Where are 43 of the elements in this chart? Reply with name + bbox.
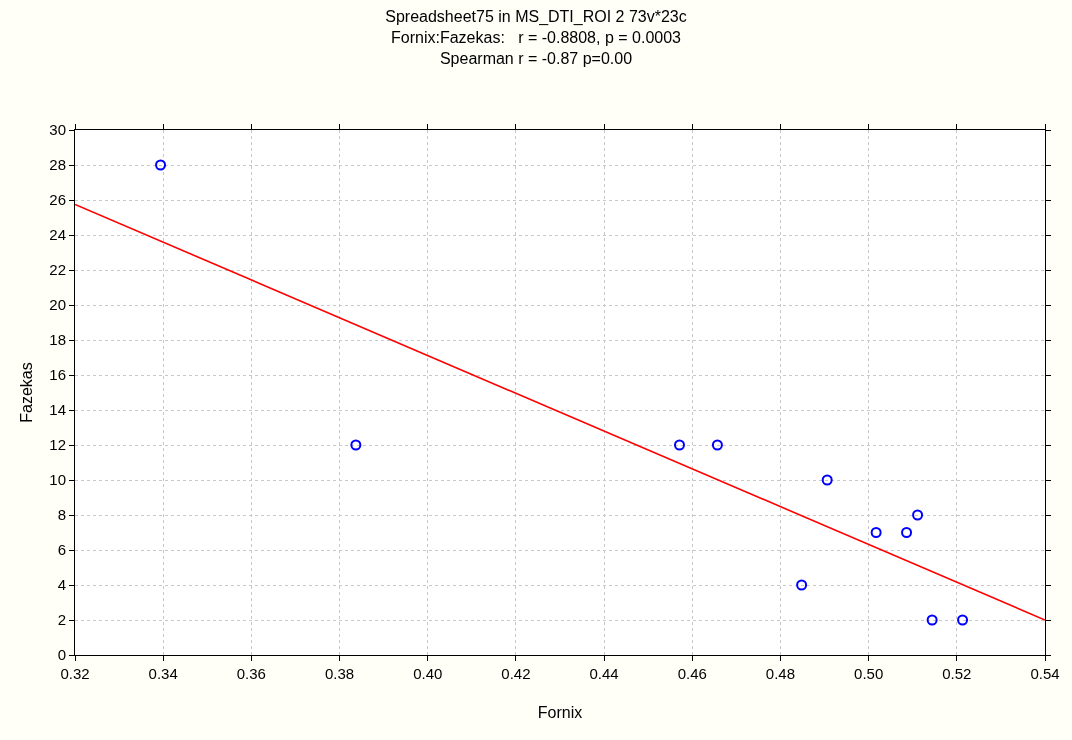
y-tick-label: 16 xyxy=(49,366,66,384)
y-tick-label: 20 xyxy=(49,296,66,314)
point xyxy=(155,159,167,171)
point xyxy=(870,527,882,538)
y-tick-label: 2 xyxy=(57,611,66,629)
x-tick-label: 0.54 xyxy=(1030,665,1060,682)
point xyxy=(796,579,808,591)
y-tick-label: 28 xyxy=(49,156,66,174)
y-tick-label: 26 xyxy=(49,191,66,209)
x-tick-label: 0.44 xyxy=(589,665,619,682)
point xyxy=(350,439,362,451)
x-tick-label: 0.48 xyxy=(765,665,796,682)
x-tick-label: 0.50 xyxy=(854,665,884,682)
y-tick-label: 4 xyxy=(57,576,66,594)
y-tick-label: 8 xyxy=(57,506,66,524)
y-tick-label: 0 xyxy=(57,646,66,664)
point xyxy=(901,527,913,538)
point xyxy=(673,439,685,451)
y-tick-label: 14 xyxy=(49,401,66,419)
point xyxy=(711,439,723,451)
y-tick-label: 30 xyxy=(49,121,66,139)
x-tick-label: 0.46 xyxy=(677,665,707,682)
x-tick-label: 0.42 xyxy=(501,665,531,682)
y-tick-label: 22 xyxy=(49,261,66,279)
y-tick-label: 12 xyxy=(49,436,66,454)
x-tick-label: 0.38 xyxy=(324,665,355,682)
chart-subtitle: Fornix:Fazekas: r = -0.8808, p = 0.0003 Spearman r = -0.87 p=0.00 xyxy=(391,29,682,67)
y-tick-label: 18 xyxy=(49,331,66,349)
x-tick-label: 0.52 xyxy=(942,665,972,682)
x-tick-label: 0.32 xyxy=(60,665,90,682)
point xyxy=(821,474,833,486)
x-tick-label: 0.40 xyxy=(413,665,443,682)
point xyxy=(912,509,924,521)
x-tick-label: 0.36 xyxy=(236,665,266,682)
y-tick-label: 24 xyxy=(49,226,66,244)
x-tick-label: 0.34 xyxy=(148,665,178,682)
y-axis-title: Fazekas xyxy=(18,362,36,423)
y-tick-label: 6 xyxy=(57,541,66,559)
chart-title: Spreadsheet75 in MS_DTI_ROI 2 73v*23c xyxy=(385,8,687,27)
point xyxy=(957,614,969,626)
x-axis-title: Fornix xyxy=(537,703,583,721)
y-tick-label: 10 xyxy=(49,471,66,489)
point xyxy=(926,614,938,626)
